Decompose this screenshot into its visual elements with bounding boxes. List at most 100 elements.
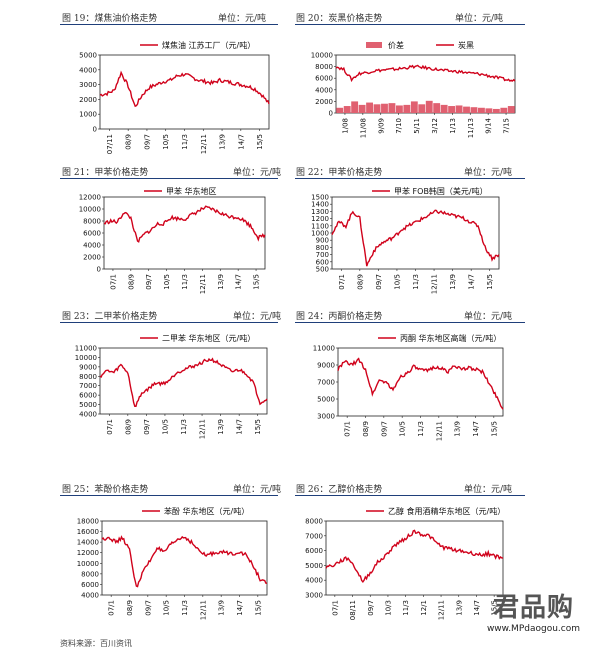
x-tick-label: 09/7 xyxy=(380,421,388,437)
bar-mark xyxy=(425,100,433,113)
x-tick-label: 07/1 xyxy=(109,274,117,290)
bar-mark xyxy=(388,103,396,113)
x-tick-label: 5/11 xyxy=(413,118,421,134)
series-line xyxy=(99,70,270,108)
x-tick-label: 13/9 xyxy=(455,600,463,616)
y-tick-label: 7000 xyxy=(79,382,97,390)
x-tick-label: 15/5 xyxy=(254,600,262,616)
series-line xyxy=(325,529,504,584)
y-tick-label: 1400 xyxy=(311,201,329,209)
x-tick-label: 1/13 xyxy=(449,118,457,134)
figure-unit: 单位：元/吨 xyxy=(455,14,504,24)
x-tick-label: 07/1 xyxy=(108,600,116,616)
x-tick-label: 11/13 xyxy=(467,118,475,138)
y-tick-label: 1000 xyxy=(79,111,97,119)
y-tick-label: 0 xyxy=(329,110,333,118)
figure-caption: 图 19：煤焦油价格走势 xyxy=(62,14,158,24)
bar-mark xyxy=(455,105,463,113)
y-tick-label: 700 xyxy=(316,251,329,259)
plot-frame xyxy=(99,347,268,415)
x-tick-label: 11/3 xyxy=(180,419,188,435)
x-tick-label: 15/5 xyxy=(254,419,262,435)
y-tick-label: 12000 xyxy=(77,549,99,557)
y-tick-label: 5000 xyxy=(79,52,97,60)
bar-mark xyxy=(403,104,411,113)
x-tick-label: 7/15 xyxy=(503,118,511,134)
x-tick-label: 10/5 xyxy=(161,419,169,435)
y-tick-label: 1100 xyxy=(311,222,329,230)
x-tick-label: 09/7 xyxy=(143,134,151,150)
x-tick-label: 15/5 xyxy=(256,134,264,150)
plot-frame xyxy=(101,520,268,596)
bar-mark xyxy=(478,107,485,113)
header-rule xyxy=(60,178,278,179)
x-tick-label: 14/7 xyxy=(236,600,244,616)
x-tick-label: 7/10 xyxy=(395,118,403,134)
series-line xyxy=(337,357,504,410)
legend-label: 二甲苯 华东地区（元/吨） xyxy=(162,333,255,343)
y-tick-label: 6000 xyxy=(305,547,323,555)
chart-toluene-east: 0 2000 4000 6000 8000 10000 12000 07/1 08/9 09/7 1… xyxy=(79,186,266,294)
y-tick-label: 2000 xyxy=(83,254,101,262)
header-rule xyxy=(295,178,525,179)
x-tick-label: 09/7 xyxy=(143,419,151,435)
y-tick-label: 500 xyxy=(316,266,329,274)
y-tick-label: 11000 xyxy=(313,345,335,353)
legend-label: 乙醇 食用酒精华东地区（元/吨） xyxy=(388,506,505,516)
figure-caption: 图 26：乙醇价格走势 xyxy=(296,485,383,495)
x-tick-label: 08/11 xyxy=(349,600,357,620)
bar-mark xyxy=(500,107,508,113)
y-tick-label: 5000 xyxy=(79,401,97,409)
x-tick-label: 07/1 xyxy=(106,419,114,435)
x-tick-label: 14/7 xyxy=(235,274,243,290)
legend-label: 丙酮 华东地区高端（元/吨） xyxy=(400,333,501,343)
x-tick-label: 13/9 xyxy=(449,274,457,290)
y-tick-label: 8000 xyxy=(315,63,333,71)
figure-unit: 单位：元/吨 xyxy=(218,14,267,24)
figure-caption: 图 25：苯酚价格走势 xyxy=(62,485,149,495)
source-note: 资料来源：百川资讯 xyxy=(60,639,132,648)
y-tick-label: 3000 xyxy=(79,81,97,89)
plot-frame xyxy=(99,54,270,130)
x-tick-label: 11/3 xyxy=(181,600,189,616)
figure-unit: 单位：元/吨 xyxy=(233,485,282,495)
x-tick-label: 12/11 xyxy=(431,274,439,294)
y-tick-label: 2000 xyxy=(315,98,333,106)
x-tick-label: 13/9 xyxy=(218,600,226,616)
y-tick-label: 3000 xyxy=(305,592,323,600)
x-tick-label: 10/5 xyxy=(393,274,401,290)
bar-mark xyxy=(485,108,493,113)
y-tick-label: 900 xyxy=(316,237,329,245)
y-tick-label: 6000 xyxy=(81,581,99,589)
bar-mark xyxy=(343,106,351,113)
y-tick-label: 6000 xyxy=(83,230,101,238)
y-tick-label: 4000 xyxy=(79,411,97,419)
chart-coal-tar: 0 1000 2000 3000 4000 5000 07/11 08/9 09/7 10/5 11… xyxy=(79,40,270,154)
x-tick-label: 14/7 xyxy=(468,274,476,290)
figure-unit: 单位：元/吨 xyxy=(464,168,513,178)
y-tick-label: 4000 xyxy=(305,577,323,585)
y-tick-label: 800 xyxy=(316,244,329,252)
y-tick-label: 10000 xyxy=(75,354,97,362)
bar-mark xyxy=(507,106,515,113)
y-tick-label: 2000 xyxy=(79,96,97,104)
bar-mark xyxy=(448,106,456,113)
x-tick-label: 15/5 xyxy=(486,274,494,290)
y-tick-label: 18000 xyxy=(77,518,99,526)
x-tick-label: 12/11 xyxy=(199,419,207,439)
header-rule xyxy=(295,322,525,323)
y-tick-label: 10000 xyxy=(79,206,101,214)
series-line xyxy=(335,64,516,83)
x-tick-label: 11/08 xyxy=(359,118,367,138)
plot-frame xyxy=(335,54,516,114)
figure-caption: 图 22：甲苯价格走势 xyxy=(296,168,383,178)
y-tick-label: 5000 xyxy=(317,396,335,404)
x-tick-label: 10/5 xyxy=(162,134,170,150)
x-tick-label: 10/3 xyxy=(384,600,392,616)
x-tick-label: 12/1 xyxy=(420,600,428,616)
chart-ethanol: 3000 4000 5000 6000 7000 8000 07/1 08/11 09/7 10/… xyxy=(305,506,505,620)
x-tick-label: 12/11 xyxy=(200,134,208,154)
x-tick-label: 9/09 xyxy=(377,118,385,134)
y-tick-label: 8000 xyxy=(83,218,101,226)
x-tick-label: 07/1 xyxy=(344,421,352,437)
